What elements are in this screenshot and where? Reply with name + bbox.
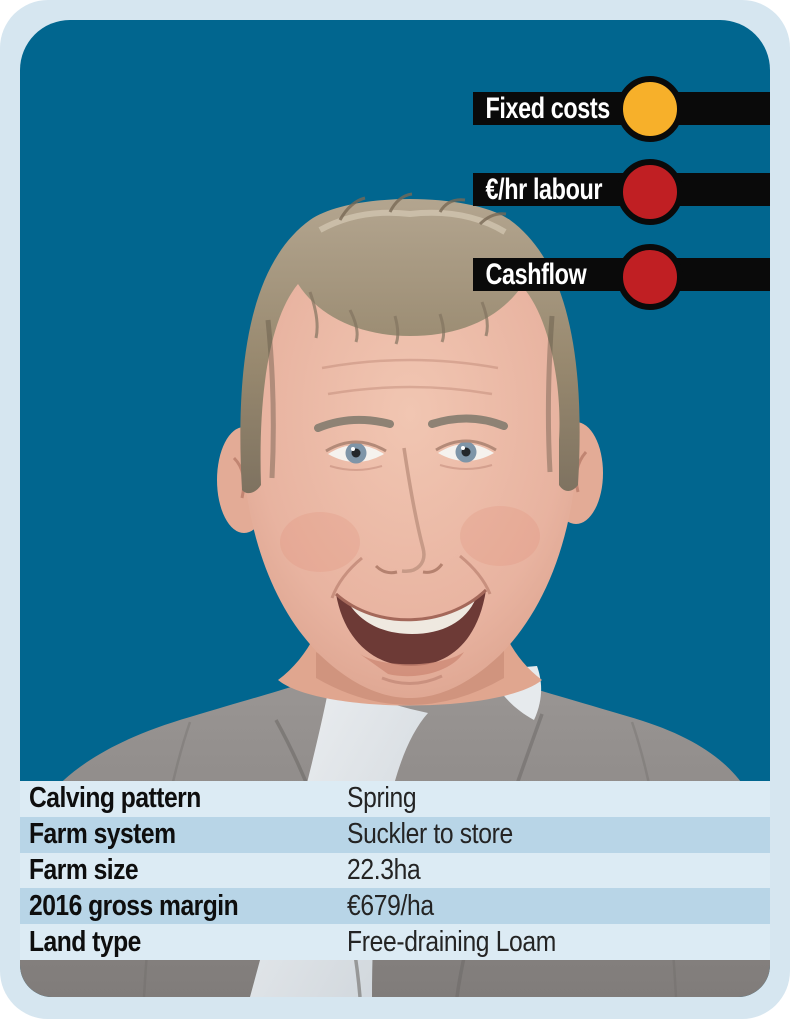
row-label: Calving pattern — [29, 782, 201, 815]
row-label: Farm system — [29, 818, 176, 851]
table-row: Farm size 22.3ha — [20, 852, 770, 889]
status-light-amber-icon — [617, 76, 683, 142]
row-label: 2016 gross margin — [29, 889, 239, 922]
row-label: Farm size — [29, 853, 139, 886]
row-label: Land type — [29, 925, 141, 958]
status-light-red-icon — [617, 159, 683, 225]
row-value: Spring — [347, 782, 417, 815]
row-value: 22.3ha — [347, 853, 421, 886]
indicator-label-fixed-costs: Fixed costs — [485, 91, 610, 125]
table-row: Farm system Suckler to store — [20, 816, 770, 853]
row-value: Free-draining Loam — [347, 925, 556, 958]
indicator-label-cashflow: Cashflow — [485, 257, 587, 291]
table-row: Land type Free-draining Loam — [20, 924, 770, 960]
status-light-red-icon — [617, 244, 683, 310]
row-value: €679/ha — [347, 889, 434, 922]
table-row: Calving pattern Spring — [20, 781, 770, 817]
row-value: Suckler to store — [347, 818, 513, 851]
profile-table: Calving pattern Spring Farm system Suckl… — [20, 781, 770, 960]
photo-panel: Fixed costs €/hr labour Cashflow Calving… — [20, 20, 770, 997]
table-row: 2016 gross margin €679/ha — [20, 888, 770, 925]
indicator-label-hr-labour: €/hr labour — [485, 172, 603, 206]
